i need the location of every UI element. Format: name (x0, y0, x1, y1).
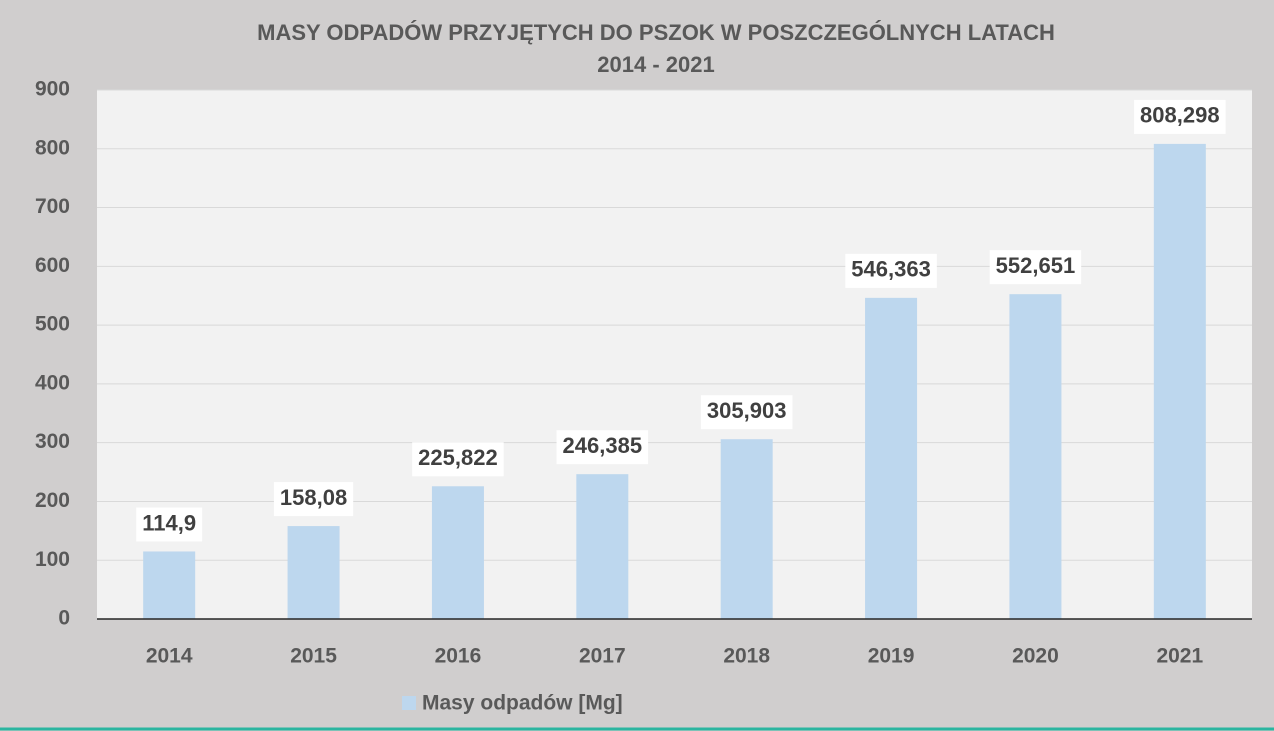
y-tick-label: 400 (35, 371, 70, 394)
y-tick-label: 300 (35, 430, 70, 453)
value-label: 225,822 (418, 445, 498, 470)
value-label-box (136, 507, 203, 542)
bar (1009, 294, 1062, 619)
plot-area (97, 90, 1252, 619)
x-tick-label: 2016 (435, 645, 482, 668)
x-tick-label: 2020 (1012, 645, 1059, 668)
x-tick-label: 2019 (868, 645, 915, 668)
bar (143, 551, 196, 619)
y-tick-label: 100 (35, 548, 70, 571)
value-label: 246,385 (563, 433, 643, 458)
bar (576, 474, 629, 619)
value-label: 305,903 (707, 398, 787, 423)
value-label: 808,298 (1140, 103, 1220, 128)
y-tick-label: 700 (35, 195, 70, 218)
value-label: 114,9 (142, 510, 196, 535)
value-label: 552,651 (996, 253, 1076, 278)
y-tick-label: 600 (35, 254, 70, 277)
x-tick-label: 2017 (579, 645, 626, 668)
bar (1153, 143, 1206, 619)
value-label-box (1134, 99, 1226, 134)
x-tick-label: 2021 (1156, 645, 1203, 668)
value-label: 546,363 (851, 257, 931, 282)
y-tick-label: 800 (35, 136, 70, 159)
x-tick-label: 2014 (146, 645, 193, 668)
value-label-box (989, 250, 1082, 285)
chart-title: MASY ODPADÓW PRZYJĘTYCH DO PSZOK W POSZC… (257, 20, 1055, 45)
value-label-box (412, 442, 504, 477)
y-tick-label: 900 (35, 78, 70, 101)
y-tick-label: 0 (58, 607, 70, 630)
value-label-box (700, 395, 793, 430)
x-tick-label: 2018 (723, 645, 770, 668)
chart-subtitle: 2014 - 2021 (597, 52, 714, 77)
y-tick-label: 500 (35, 313, 70, 336)
legend-swatch (402, 696, 416, 710)
value-label-box (556, 430, 649, 465)
value-label: 158,08 (280, 485, 347, 510)
bar (287, 526, 340, 619)
bar (720, 439, 773, 619)
bar (431, 486, 484, 619)
value-label-box (273, 482, 354, 517)
bar (865, 297, 918, 619)
x-tick-label: 2015 (290, 645, 337, 668)
legend-label: Masy odpadów [Mg] (422, 692, 623, 715)
value-label-box (845, 253, 937, 288)
y-tick-label: 200 (35, 489, 70, 512)
